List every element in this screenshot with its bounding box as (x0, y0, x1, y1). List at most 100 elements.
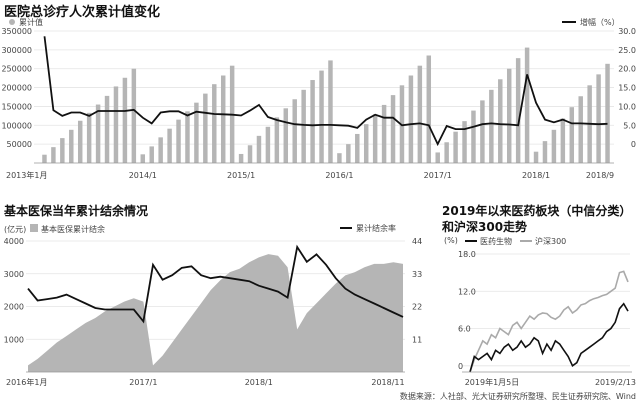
chart-2-y2-tick: 11 (412, 335, 422, 344)
chart-1-bar (158, 137, 163, 163)
chart-1-bar (542, 141, 548, 163)
chart-1-bar (435, 152, 440, 163)
chart-1-y2-tick-labels: 0 5.0 10.0 15.0 20.0 25.0 30.0 (618, 27, 636, 149)
chart-2-y-tick: 2000 (4, 303, 24, 312)
chart-1-bar (426, 55, 432, 164)
chart-3-legend-pharma-label: 医药生物 (480, 236, 512, 246)
chart-1-bar (551, 129, 557, 163)
chart-1-y2-tick: 20.0 (618, 65, 636, 74)
chart-1-bar (60, 138, 65, 163)
chart-1-y2-tick: 0 (631, 140, 636, 149)
chart-2-y-tick-labels: 1000 2000 3000 4000 (4, 237, 24, 344)
chart-1-bar (69, 129, 74, 163)
chart-1-bar (533, 151, 539, 163)
chart-1-bar (337, 153, 342, 163)
chart-1-bar (310, 80, 315, 163)
chart-2-x-tick: 2018/11 (371, 378, 404, 387)
chart-3-pharma-line (469, 302, 629, 373)
chart-1-bar (390, 95, 396, 163)
chart-1-bar (417, 65, 423, 163)
chart-1-bar (265, 126, 271, 163)
chart-1-legend-bar-label: 累计值 (19, 17, 43, 27)
chart-2-legend-line-label: 累计结余率 (356, 223, 396, 233)
chart-3-x-tick-labels: 2019年1月5日 2019/2/13 (465, 377, 636, 387)
chart-1-bar (86, 112, 92, 163)
chart-3-y-tick: 12.0 (458, 287, 476, 296)
chart-1-bar (149, 146, 154, 163)
chart-2-legend-area-label: 基本医保累计结余 (41, 224, 105, 234)
chart-1-bar (381, 104, 387, 163)
chart-2: 基本医保当年累计结余情况 (亿元) 基本医保累计结余 累计结余率 1000 200… (3, 203, 422, 387)
chart-1-x-tick: 2015/1 (227, 171, 255, 180)
chart-1-bar (51, 147, 56, 163)
chart-1-y-tick-labels: 50000 100000 150000 200000 250000 300000 35000… (1, 27, 32, 149)
chart-1-bar (372, 114, 378, 163)
chart-1-bar (355, 133, 360, 163)
chart-1-legend-line-label: 增幅（%） (580, 17, 620, 27)
chart-1-bar (131, 68, 137, 163)
chart-1-x-tick: 2013年1月 (6, 170, 47, 180)
chart-2-balance-area (28, 254, 403, 372)
chart-1-y-tick: 350000 (1, 27, 32, 36)
chart-1-x-tick: 2016/1 (325, 171, 353, 180)
chart-1-bar (462, 121, 467, 163)
chart-1-bar (363, 124, 369, 163)
chart-1-bar (569, 107, 575, 163)
chart-3-x-tick: 2019年1月5日 (465, 377, 520, 387)
chart-1-y-tick: 250000 (1, 65, 32, 74)
chart-1-x-tick: 2017/1 (424, 171, 452, 180)
chart-1-bar (42, 154, 47, 163)
chart-3-y-tick: 0 (458, 362, 463, 371)
chart-2-y-tick: 4000 (4, 237, 24, 246)
chart-1-y-tick: 50000 (7, 140, 32, 149)
chart-1-bar (283, 108, 289, 163)
chart-1-bar (104, 95, 110, 163)
chart-2-balance-rate-line (27, 244, 404, 324)
chart-1-bar (524, 47, 530, 163)
chart-1-x-tick: 2018/9 (586, 171, 614, 180)
chart-1-bar (220, 75, 226, 163)
chart-3-title-line-2: 和沪深300走势 (441, 219, 527, 234)
chart-1-y-tick: 200000 (1, 84, 32, 93)
chart-2-y2-tick: 44 (412, 237, 422, 246)
chart-1-bar (560, 118, 566, 163)
chart-1-y2-tick: 30.0 (618, 27, 636, 36)
chart-2-y-label: (亿元) (4, 224, 26, 234)
chart-1-x-tick-labels: 2013年1月 2014/1 2015/1 2016/1 2017/1 2018/1 201… (6, 170, 614, 180)
chart-2-y2-tick: 22 (412, 303, 422, 312)
chart-1-legend-bar-swatch (9, 19, 15, 25)
chart-1-bar (444, 142, 449, 163)
chart-3-y-tick: 18.0 (458, 250, 476, 259)
chart-1-bar (292, 99, 297, 163)
chart-1-bar (167, 128, 172, 163)
chart-1-bar (238, 153, 244, 163)
chart-1-bar (605, 63, 610, 163)
chart-3-x-tick: 2019/2/13 (595, 378, 636, 387)
chart-2-y-tick: 3000 (4, 270, 24, 279)
chart-3-csi300-line (469, 270, 629, 373)
chart-2-title: 基本医保当年累计结余情况 (3, 203, 148, 218)
chart-1-bar (113, 86, 119, 163)
chart-1-bar (506, 68, 512, 163)
chart-1-bar (185, 111, 190, 163)
chart-1-y-tick: 100000 (1, 121, 32, 130)
chart-1-bar (498, 79, 503, 163)
chart-1-bars (42, 47, 610, 164)
chart-2-y2-tick-labels: 11 22 33 44 (412, 237, 422, 344)
chart-1-x-tick: 2018/1 (522, 171, 550, 180)
chart-1-bar (194, 102, 199, 163)
chart-1-y-tick: 150000 (1, 102, 32, 111)
chart-2-y2-tick: 33 (412, 270, 422, 279)
chart-1-bar (256, 135, 262, 163)
source-note: 数据来源：人社部、光大证券研究所整理、民生证券研究院、Wind (400, 391, 636, 401)
chart-2-x-tick-labels: 2016年1月 2017/1 2018/1 2018/11 (6, 377, 405, 387)
chart-2-x-tick: 2016年1月 (6, 377, 47, 387)
chart-1-growth-line (43, 36, 608, 147)
chart-1-bar (480, 100, 485, 163)
chart-1-y2-tick: 5.0 (623, 121, 636, 130)
chart-1-y-tick: 300000 (1, 46, 32, 55)
chart-1-y2-tick: 10.0 (618, 102, 636, 111)
chart-3-legend-csi300-label: 沪深300 (535, 236, 566, 246)
chart-1-bar (515, 58, 521, 164)
